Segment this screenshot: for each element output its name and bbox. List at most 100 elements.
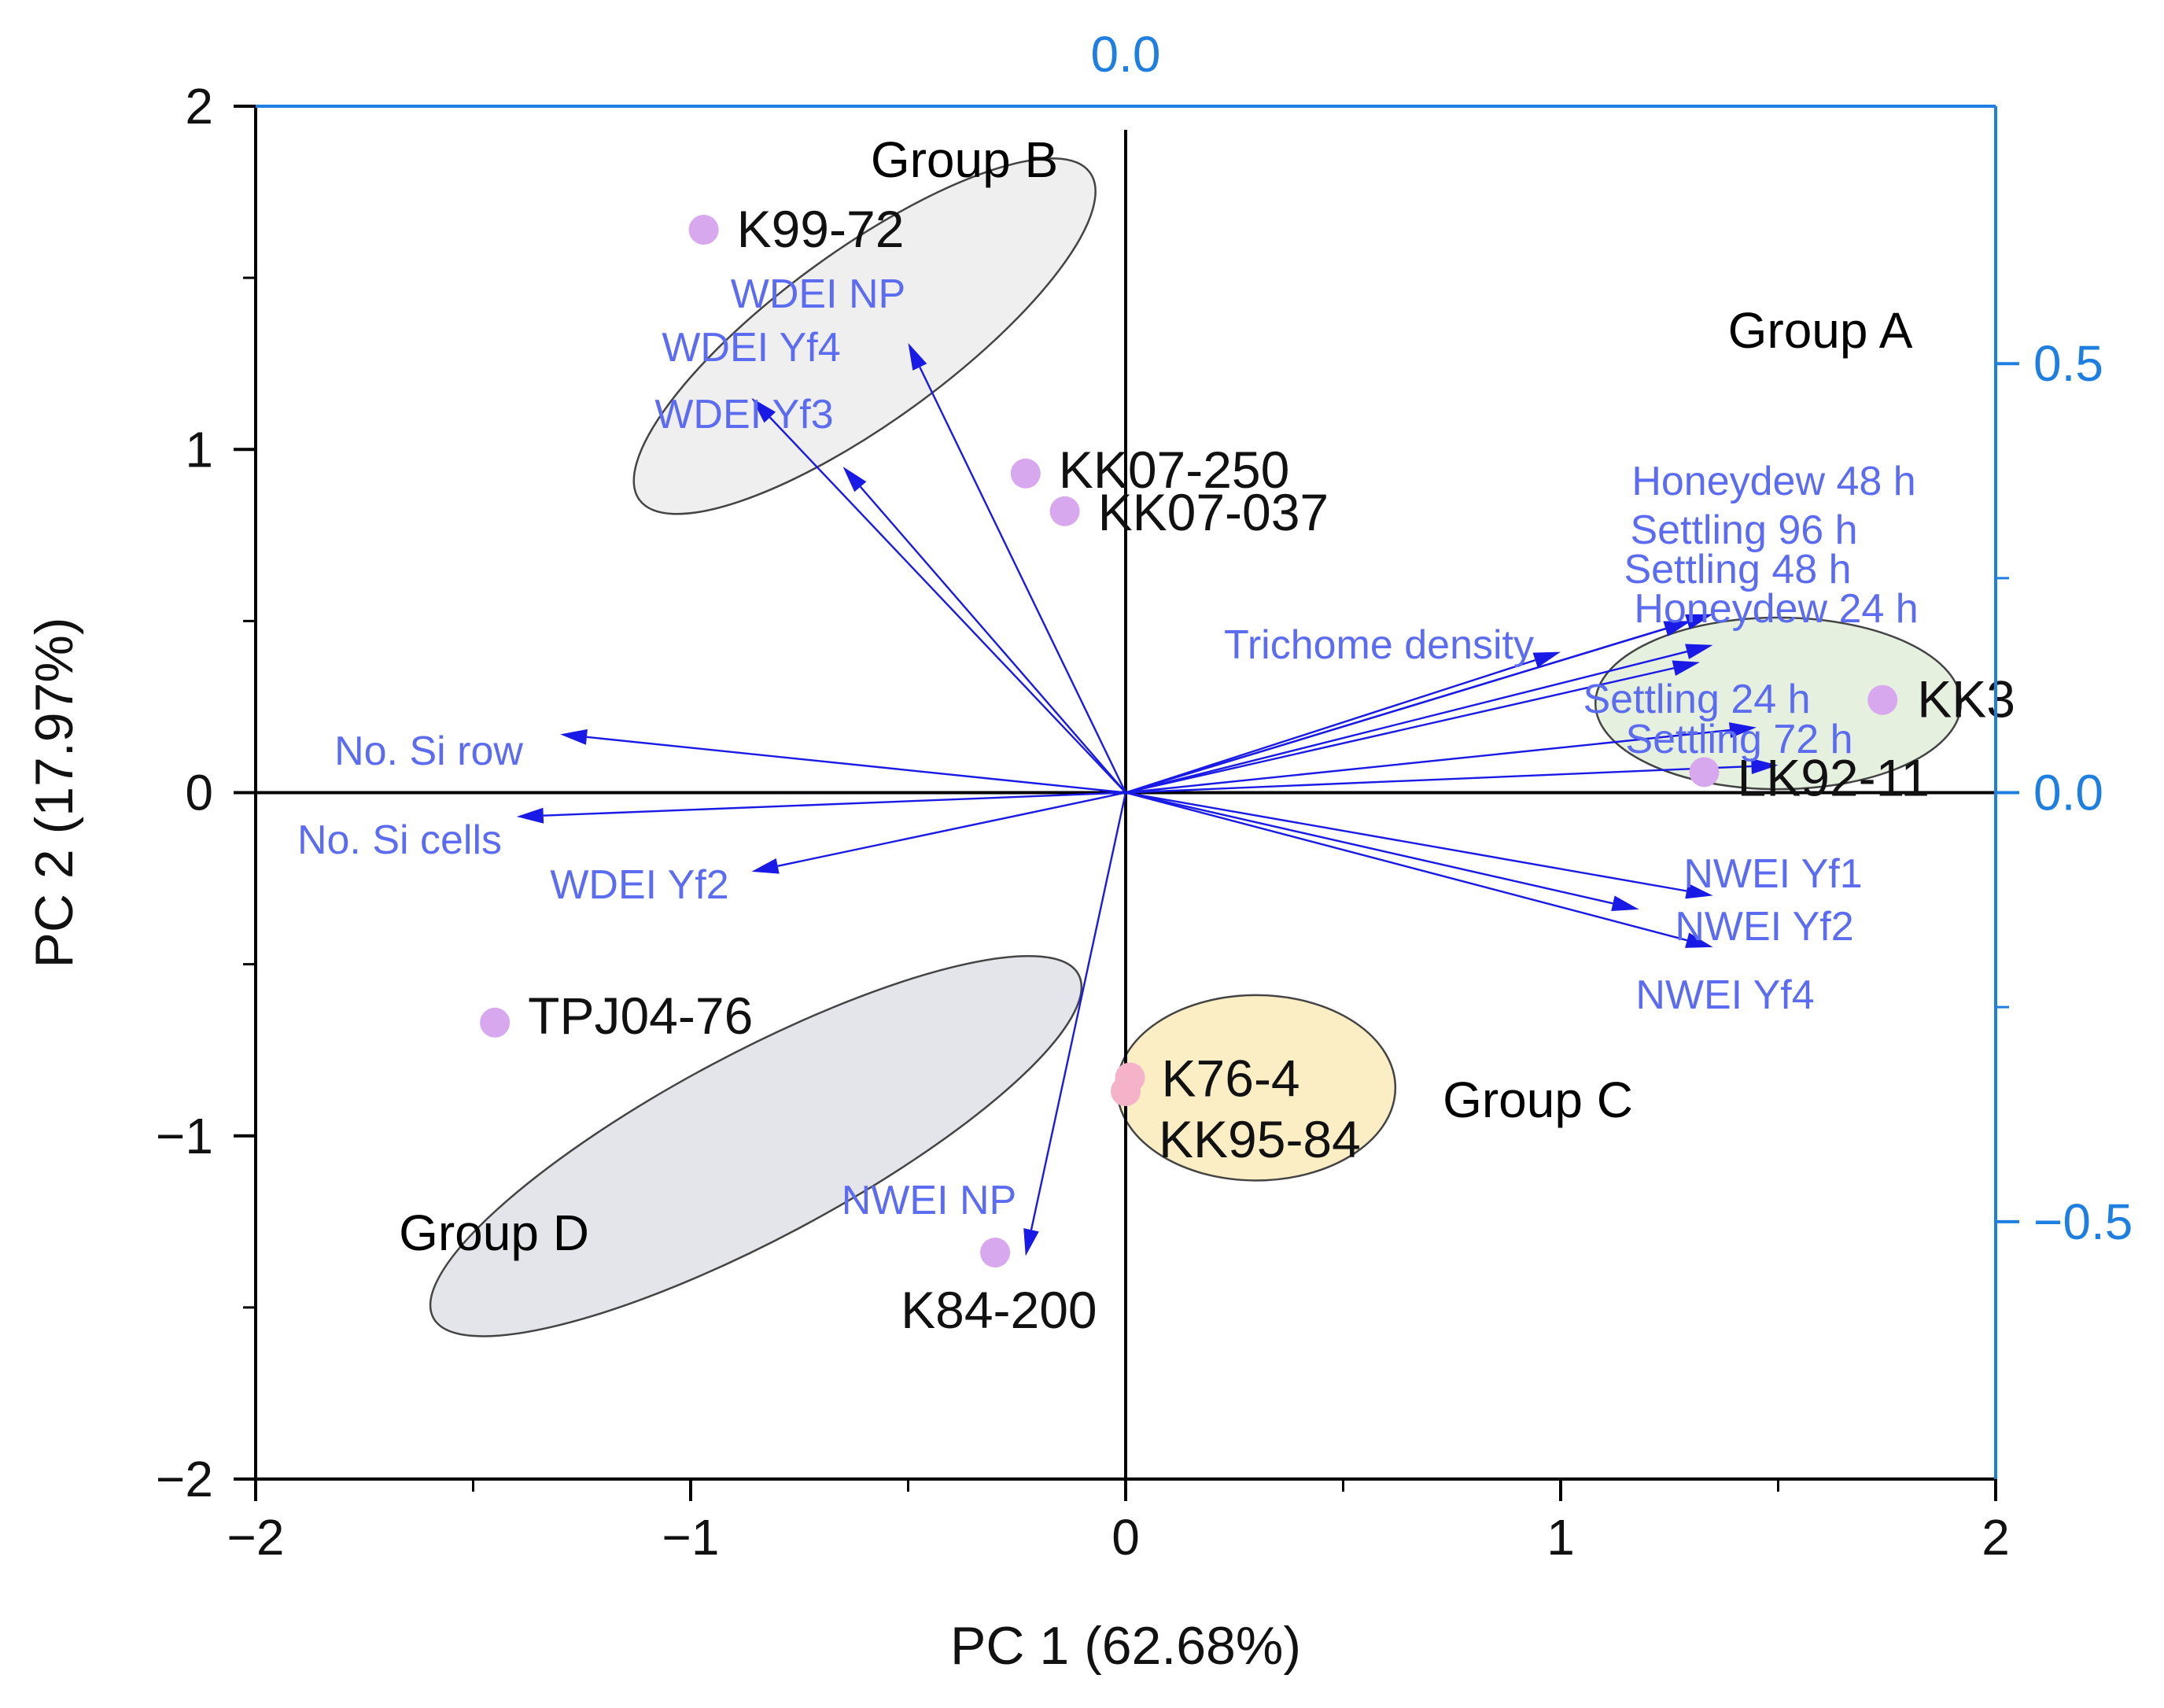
vector-line xyxy=(543,791,1126,817)
loading-label-trichome-density: Trichome density xyxy=(1224,622,1534,668)
vector-line xyxy=(1125,791,1687,892)
point-label-kk95-84: KK95-84 xyxy=(1159,1110,1361,1168)
point-label-kk3: KK3 xyxy=(1917,670,2015,729)
x-axis-title: PC 1 (62.68%) xyxy=(950,1616,1301,1676)
loading-vector-wdei-np xyxy=(908,343,1127,794)
point-lk92-11 xyxy=(1689,757,1720,788)
vector-arrowhead xyxy=(1685,932,1713,948)
group-label-group-c: Group C xyxy=(1443,1072,1633,1128)
loading-label-nwei-yf4: NWEI Yf4 xyxy=(1635,972,1814,1018)
vector-line xyxy=(1125,765,1752,794)
loading-label-settling-24-h: Settling 24 h xyxy=(1583,677,1810,722)
loading-vectors xyxy=(516,343,1779,1256)
vector-arrowhead xyxy=(842,467,867,492)
loading-label-settling-96-h: Settling 96 h xyxy=(1630,507,1857,553)
loading-vector-wdei-yf3 xyxy=(842,467,1126,794)
group-label-group-d: Group D xyxy=(399,1204,589,1261)
vector-arrowhead xyxy=(1672,660,1700,677)
point-label-k99-72: K99-72 xyxy=(737,200,905,258)
point-kk07-037 xyxy=(1049,496,1080,526)
loading-label-honeydew-48-h: Honeydew 48 h xyxy=(1631,459,1915,504)
vector-arrowhead xyxy=(1023,1228,1039,1256)
vector-line xyxy=(769,416,1126,794)
vector-arrowhead xyxy=(1685,644,1713,659)
point-label-lk92-11: LK92-11 xyxy=(1737,748,1930,806)
loading-vector-nwei-yf4 xyxy=(1125,791,1713,948)
group-labels: Group A Group B Group C Group D xyxy=(399,131,1913,1261)
x-tick-label: 0 xyxy=(1111,1509,1140,1566)
point-k84-200 xyxy=(980,1238,1011,1268)
vector-line xyxy=(1125,791,1613,905)
vector-line xyxy=(1125,667,1675,794)
loading-label-wdei-yf4: WDEI Yf4 xyxy=(662,325,840,371)
point-label-k84-200: K84-200 xyxy=(901,1281,1097,1339)
ellipse-group-b xyxy=(632,157,1097,515)
loading-vector-settling-72-h xyxy=(1125,758,1779,794)
loading-label-wdei-yf3: WDEI Yf3 xyxy=(654,392,833,437)
vector-arrowhead xyxy=(516,807,544,824)
vector-line xyxy=(859,485,1126,794)
vector-arrowhead xyxy=(1685,614,1713,630)
axis-ticks: −2 −1 0 1 2 −2 −1 0 1 2 0.5 0.0 −0.5 0.0 xyxy=(156,26,2133,1566)
loading-label-nwei-yf1: NWEI Yf1 xyxy=(1683,851,1862,897)
loading-label-no-si-cells: No. Si cells xyxy=(297,817,502,863)
right-tick-label: 0.5 xyxy=(2033,335,2103,392)
vector-line xyxy=(586,736,1126,794)
y-tick-label: 0 xyxy=(185,765,213,821)
loading-labels: WDEI NP WDEI Yf4 WDEI Yf3 No. Si row No. Si … xyxy=(297,271,1919,1223)
group-label-group-a: Group A xyxy=(1728,302,1913,359)
vector-arrowhead xyxy=(560,729,588,745)
vector-arrowhead xyxy=(1532,651,1561,668)
sample-points xyxy=(480,215,1898,1268)
loading-label-honeydew-24-h: Honeydew 24 h xyxy=(1634,586,1918,632)
loading-vector-settling-96-h xyxy=(1125,621,1691,794)
vector-line xyxy=(919,367,1127,794)
vector-arrowhead xyxy=(1685,883,1713,899)
vector-line xyxy=(1125,729,1731,794)
point-kk3 xyxy=(1867,684,1898,715)
vector-line xyxy=(1125,628,1666,794)
vector-arrowhead xyxy=(1611,895,1639,912)
loading-label-no-si-row: No. Si row xyxy=(334,729,523,774)
x-tick-label: 1 xyxy=(1547,1509,1575,1566)
loading-vector-no-si-cells xyxy=(516,791,1126,824)
x-tick-label: −2 xyxy=(227,1509,285,1566)
y-tick-label: −1 xyxy=(156,1108,213,1164)
loading-vector-nwei-yf1 xyxy=(1125,791,1713,899)
y-tick-label: 2 xyxy=(185,78,213,135)
loading-vector-trichome-density xyxy=(1125,651,1561,794)
x-tick-label: −1 xyxy=(662,1509,720,1566)
vector-line xyxy=(1125,651,1687,794)
vector-line xyxy=(777,791,1126,867)
point-label-tpj04-76: TPJ04-76 xyxy=(528,987,753,1045)
loading-label-nwei-np: NWEI NP xyxy=(842,1178,1016,1223)
ellipse-group-d xyxy=(429,954,1083,1337)
loading-label-nwei-yf2: NWEI Yf2 xyxy=(1675,904,1853,950)
loading-vector-nwei-np xyxy=(1023,792,1127,1256)
y-tick-label: −2 xyxy=(156,1451,213,1507)
vector-arrowhead xyxy=(908,343,927,371)
group-ellipses xyxy=(429,157,1963,1337)
right-tick-label: 0.0 xyxy=(2033,765,2103,821)
loading-label-settling-48-h: Settling 48 h xyxy=(1624,547,1851,592)
group-label-group-b: Group B xyxy=(871,131,1058,188)
vector-arrowhead xyxy=(1729,722,1757,739)
top-tick-label: 0.0 xyxy=(1091,26,1161,83)
loading-vector-no-si-row xyxy=(560,729,1126,794)
vector-line xyxy=(1030,792,1127,1230)
loading-vector-settling-48-h xyxy=(1125,644,1713,794)
y-tick-label: 1 xyxy=(185,421,213,478)
loading-vector-honeydew-24-h xyxy=(1125,660,1700,794)
vector-arrowhead xyxy=(751,397,776,423)
x-tick-label: 2 xyxy=(1982,1509,2010,1566)
vector-arrowhead xyxy=(1663,621,1691,636)
y-axis-title: PC 2 (17.97%) xyxy=(24,618,84,968)
loading-vector-wdei-yf2 xyxy=(751,791,1126,874)
ellipse-group-a xyxy=(1594,616,1963,791)
right-tick-label: −0.5 xyxy=(2033,1193,2133,1250)
loading-vector-wdei-yf4 xyxy=(751,397,1126,794)
loading-label-settling-72-h: Settling 72 h xyxy=(1625,717,1852,762)
point-tpj04-76 xyxy=(480,1007,511,1038)
point-k99-72 xyxy=(688,215,719,245)
